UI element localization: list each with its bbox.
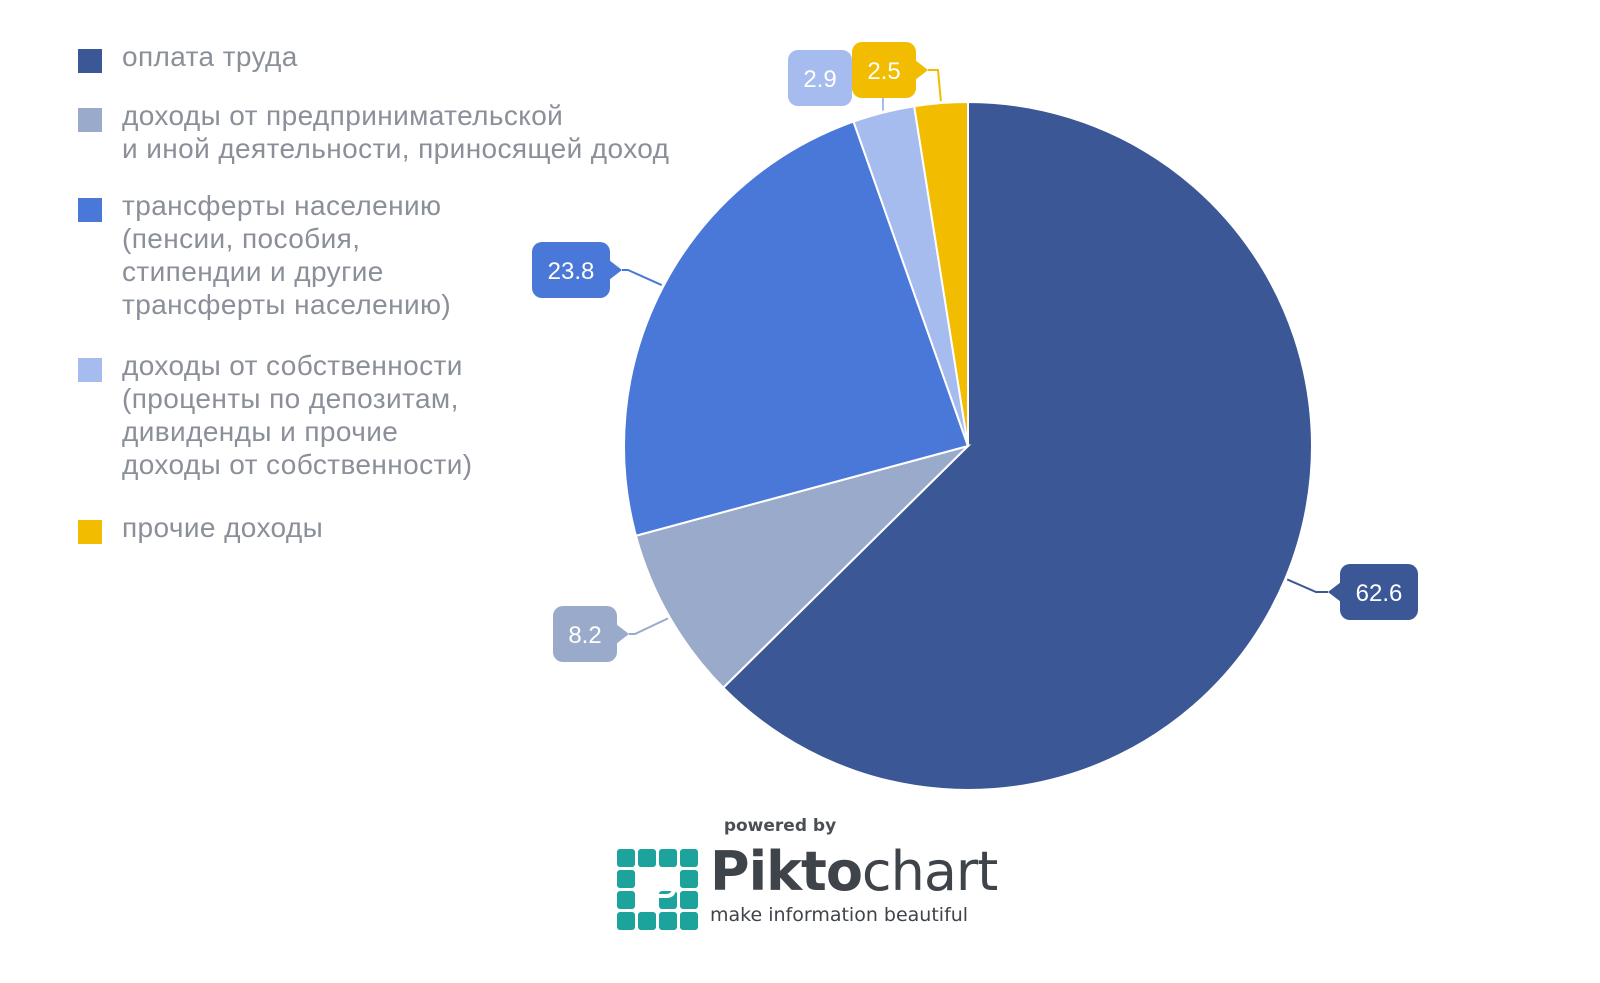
- legend-swatch: [78, 358, 102, 382]
- pie-slice-business-income: [634, 444, 972, 690]
- powered-by-text: powered by: [723, 816, 837, 836]
- wordmark-bold: Pikto: [710, 840, 863, 903]
- legend-swatch: [78, 49, 102, 73]
- data-label-wages: 62.6: [1328, 564, 1418, 620]
- legend-swatch: [78, 198, 102, 222]
- wordmark-light: chart: [861, 840, 998, 903]
- data-label-transfers: 23.8: [532, 242, 622, 298]
- data-label-other-income: 2.5: [852, 42, 928, 98]
- piktochart-branding: powered by Piktochart make information b…: [617, 810, 1000, 960]
- callout-leader-wages: [1286, 578, 1328, 593]
- data-label-text: 62.6: [1356, 580, 1403, 607]
- piktochart-wordmark: Piktochart: [710, 840, 998, 903]
- data-label-text: 2.5: [867, 58, 900, 85]
- callout-leader-business-income: [629, 617, 669, 635]
- callout-leader-other-income: [928, 69, 942, 102]
- legend-item-wages: оплата труда: [78, 40, 738, 73]
- data-label-text: 2.9: [803, 66, 836, 93]
- legend-label: трансферты населению (пенсии, пособия, сти…: [122, 190, 452, 320]
- legend-item-transfers: трансферты населению (пенсии, пособия, сти…: [78, 189, 738, 321]
- piktochart-tagline: make information beautiful: [710, 904, 969, 926]
- legend-label: доходы от предпринимательской и иной деят…: [122, 100, 670, 164]
- piktochart-logo-icon: [617, 849, 698, 930]
- data-label-property-income: 2.9: [788, 50, 864, 106]
- legend-item-property-income: доходы от собственности (проценты по депо…: [78, 349, 738, 481]
- pie-slice-transfers: [623, 120, 970, 537]
- callout-leader-transfers: [622, 269, 663, 287]
- legend-label: прочие доходы: [122, 512, 324, 543]
- legend-item-other-income: прочие доходы: [78, 511, 738, 544]
- pie-slice-wages: [721, 100, 1313, 791]
- legend-label: доходы от собственности (проценты по депо…: [122, 350, 473, 480]
- legend-item-business-income: доходы от предпринимательской и иной деят…: [78, 99, 738, 165]
- legend-swatch: [78, 108, 102, 132]
- legend-swatch: [78, 520, 102, 544]
- data-label-text: 8.2: [568, 622, 601, 649]
- data-label-business-income: 8.2: [553, 606, 629, 662]
- legend-label: оплата труда: [122, 41, 298, 72]
- pie-slice-other-income: [913, 100, 969, 447]
- chart-legend: оплата труда доходы от предпринимательск…: [78, 40, 738, 544]
- data-label-text: 23.8: [548, 258, 595, 285]
